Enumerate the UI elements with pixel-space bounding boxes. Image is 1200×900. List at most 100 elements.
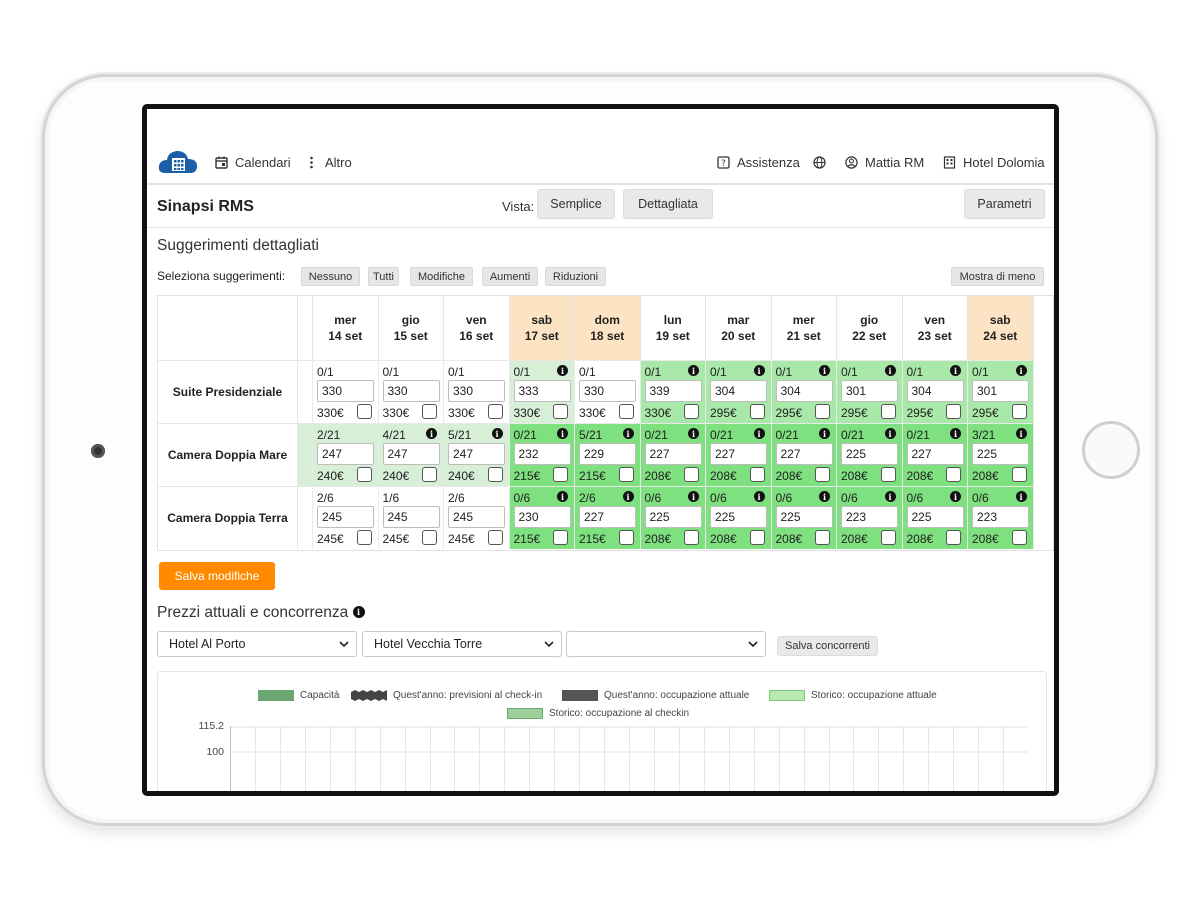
apply-checkbox[interactable] <box>422 530 437 545</box>
info-icon[interactable]: i <box>491 428 503 439</box>
info-icon[interactable]: i <box>950 365 961 376</box>
info-icon[interactable]: i <box>557 491 568 502</box>
suggested-price-input[interactable] <box>972 380 1029 402</box>
info-icon[interactable]: i <box>819 491 830 502</box>
apply-checkbox[interactable] <box>946 467 961 482</box>
suggested-price-input[interactable] <box>644 506 702 528</box>
parameters-button[interactable]: Parametri <box>964 189 1045 219</box>
apply-checkbox[interactable] <box>946 404 961 419</box>
cloud-logo-icon[interactable] <box>157 147 199 177</box>
apply-checkbox[interactable] <box>1011 404 1027 419</box>
info-icon[interactable]: i <box>557 428 568 439</box>
chip-riduzioni[interactable]: Riduzioni <box>545 267 606 286</box>
apply-checkbox[interactable] <box>356 467 372 482</box>
apply-checkbox[interactable] <box>618 404 634 419</box>
suggested-price-input[interactable] <box>972 443 1029 465</box>
info-icon[interactable]: i <box>884 491 896 502</box>
apply-checkbox[interactable] <box>1011 467 1027 482</box>
apply-checkbox[interactable] <box>487 530 503 545</box>
legend-forecast[interactable]: Quest'anno: previsioni al check-in <box>351 690 542 701</box>
apply-checkbox[interactable] <box>880 530 896 545</box>
suggested-price-input[interactable] <box>579 443 636 465</box>
suggested-price-input[interactable] <box>710 380 767 402</box>
suggested-price-input[interactable] <box>906 506 964 528</box>
info-icon[interactable]: i <box>688 491 699 502</box>
chip-tutti[interactable]: Tutti <box>368 267 399 286</box>
suggested-price-input[interactable] <box>710 443 767 465</box>
suggested-price-input[interactable] <box>513 380 571 402</box>
apply-checkbox[interactable] <box>487 404 503 419</box>
info-icon[interactable]: i <box>1015 491 1027 502</box>
save-changes-button[interactable]: Salva modifiche <box>159 562 275 590</box>
apply-checkbox[interactable] <box>356 530 372 545</box>
info-icon[interactable]: i <box>622 491 634 502</box>
suggested-price-input[interactable] <box>579 380 636 402</box>
info-icon[interactable]: i <box>753 365 765 376</box>
chip-modifiche[interactable]: Modifiche <box>410 267 473 286</box>
suggested-price-input[interactable] <box>841 506 898 528</box>
apply-checkbox[interactable] <box>880 467 896 482</box>
save-competitors-button[interactable]: Salva concorrenti <box>777 636 878 656</box>
legend-capacita[interactable]: Capacità <box>258 690 339 701</box>
apply-checkbox[interactable] <box>487 467 503 482</box>
apply-checkbox[interactable] <box>684 467 699 482</box>
view-simple-button[interactable]: Semplice <box>537 189 615 219</box>
suggested-price-input[interactable] <box>317 506 374 528</box>
competitor-select-2[interactable]: Hotel Vecchia Torre <box>362 631 562 657</box>
info-icon[interactable]: i <box>753 491 765 502</box>
info-icon[interactable]: i <box>688 428 699 439</box>
apply-checkbox[interactable] <box>880 404 896 419</box>
chip-nessuno[interactable]: Nessuno <box>301 267 360 286</box>
competitor-select-1[interactable]: Hotel Al Porto <box>157 631 357 657</box>
legend-historic-current[interactable]: Storico: occupazione attuale <box>769 690 937 701</box>
apply-checkbox[interactable] <box>815 467 830 482</box>
apply-checkbox[interactable] <box>422 467 437 482</box>
info-icon[interactable]: i <box>950 428 961 439</box>
apply-checkbox[interactable] <box>749 404 765 419</box>
apply-checkbox[interactable] <box>422 404 437 419</box>
chip-aumenti[interactable]: Aumenti <box>482 267 538 286</box>
suggested-price-input[interactable] <box>972 506 1029 528</box>
apply-checkbox[interactable] <box>356 404 372 419</box>
suggested-price-input[interactable] <box>775 506 833 528</box>
suggested-price-input[interactable] <box>513 506 571 528</box>
suggested-price-input[interactable] <box>710 506 767 528</box>
apply-checkbox[interactable] <box>684 530 699 545</box>
legend-historic-checkin[interactable]: Storico: occupazione al checkin <box>507 708 689 719</box>
nav-altro[interactable]: Altro <box>305 139 352 185</box>
info-icon[interactable]: i <box>352 606 365 618</box>
suggested-price-input[interactable] <box>448 443 505 465</box>
apply-checkbox[interactable] <box>553 530 568 545</box>
suggested-price-input[interactable] <box>382 380 440 402</box>
info-icon[interactable]: i <box>819 428 830 439</box>
nav-language[interactable] <box>813 139 826 185</box>
suggested-price-input[interactable] <box>775 380 833 402</box>
apply-checkbox[interactable] <box>618 530 634 545</box>
apply-checkbox[interactable] <box>749 467 765 482</box>
info-icon[interactable]: i <box>950 491 961 502</box>
suggested-price-input[interactable] <box>382 506 440 528</box>
nav-calendari[interactable]: Calendari <box>215 139 291 185</box>
info-icon[interactable]: i <box>622 428 634 439</box>
info-icon[interactable]: i <box>688 365 699 376</box>
suggested-price-input[interactable] <box>841 380 898 402</box>
nav-assistenza[interactable]: ? Assistenza <box>717 139 800 185</box>
suggested-price-input[interactable] <box>382 443 440 465</box>
suggested-price-input[interactable] <box>644 380 702 402</box>
suggested-price-input[interactable] <box>644 443 702 465</box>
apply-checkbox[interactable] <box>553 467 568 482</box>
suggested-price-input[interactable] <box>448 380 505 402</box>
suggested-price-input[interactable] <box>775 443 833 465</box>
competitor-select-3[interactable] <box>566 631 766 657</box>
info-icon[interactable]: i <box>884 365 896 376</box>
suggested-price-input[interactable] <box>317 443 374 465</box>
info-icon[interactable]: i <box>426 428 437 439</box>
suggested-price-input[interactable] <box>841 443 898 465</box>
legend-current-occupancy[interactable]: Quest'anno: occupazione attuale <box>562 690 749 701</box>
suggested-price-input[interactable] <box>906 443 964 465</box>
apply-checkbox[interactable] <box>815 530 830 545</box>
nav-hotel[interactable]: Hotel Dolomia <box>943 139 1045 185</box>
apply-checkbox[interactable] <box>749 530 765 545</box>
apply-checkbox[interactable] <box>553 404 568 419</box>
info-icon[interactable]: i <box>753 428 765 439</box>
